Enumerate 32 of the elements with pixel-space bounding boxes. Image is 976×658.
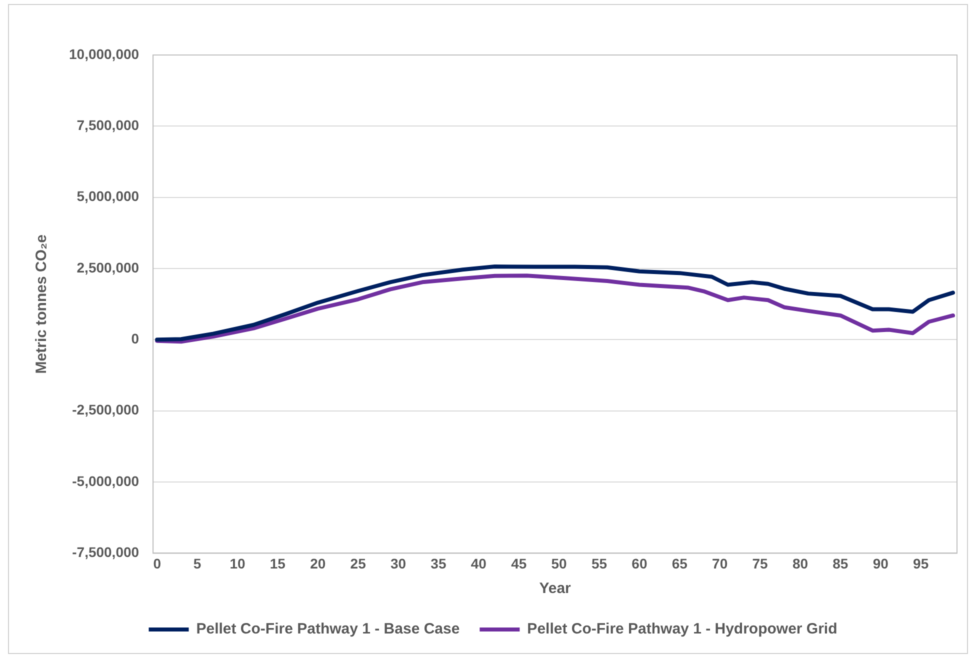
- x-tick-label: 90: [872, 555, 889, 572]
- x-tick-label: 10: [230, 555, 246, 572]
- x-tick-label: 70: [712, 555, 728, 572]
- x-tick-label: 20: [310, 555, 326, 572]
- y-tick-label: -5,000,000: [72, 472, 140, 489]
- x-tick-label: 45: [511, 555, 527, 572]
- x-tick-label: 40: [470, 555, 487, 572]
- y-tick-label: 10,000,000: [68, 46, 140, 62]
- x-tick-label: 55: [591, 555, 608, 572]
- y-tick-label: 5,000,000: [76, 188, 140, 204]
- x-tick-label: 5: [193, 555, 202, 572]
- x-tick-label: 25: [350, 555, 366, 572]
- y-tick-label: 7,500,000: [76, 117, 140, 134]
- x-tick-label: 50: [551, 555, 568, 572]
- x-tick-label: 35: [430, 555, 446, 572]
- legend-label: Pellet Co-Fire Pathway 1 - Hydropower Grid: [527, 620, 838, 638]
- y-tick-label: 2,500,000: [76, 259, 140, 276]
- y-axis-title: Metric tonnes CO₂e: [33, 234, 50, 374]
- x-tick-label: 85: [832, 555, 848, 572]
- x-tick-label: 80: [792, 555, 808, 572]
- x-axis-title: Year: [539, 580, 572, 598]
- x-tick-label: 30: [390, 555, 406, 572]
- x-tick-label: 60: [632, 555, 648, 572]
- x-tick-label: 0: [153, 555, 162, 572]
- y-tick-label: -7,500,000: [72, 544, 140, 560]
- x-tick-label: 75: [752, 555, 768, 572]
- y-tick-label: -2,500,000: [72, 402, 140, 418]
- legend-label: Pellet Co-Fire Pathway 1 - Base Case: [196, 620, 460, 638]
- x-tick-label: 95: [913, 555, 929, 572]
- y-tick-label: 0: [131, 330, 140, 347]
- x-tick-label: 15: [270, 555, 286, 572]
- x-tick-label: 65: [672, 555, 688, 572]
